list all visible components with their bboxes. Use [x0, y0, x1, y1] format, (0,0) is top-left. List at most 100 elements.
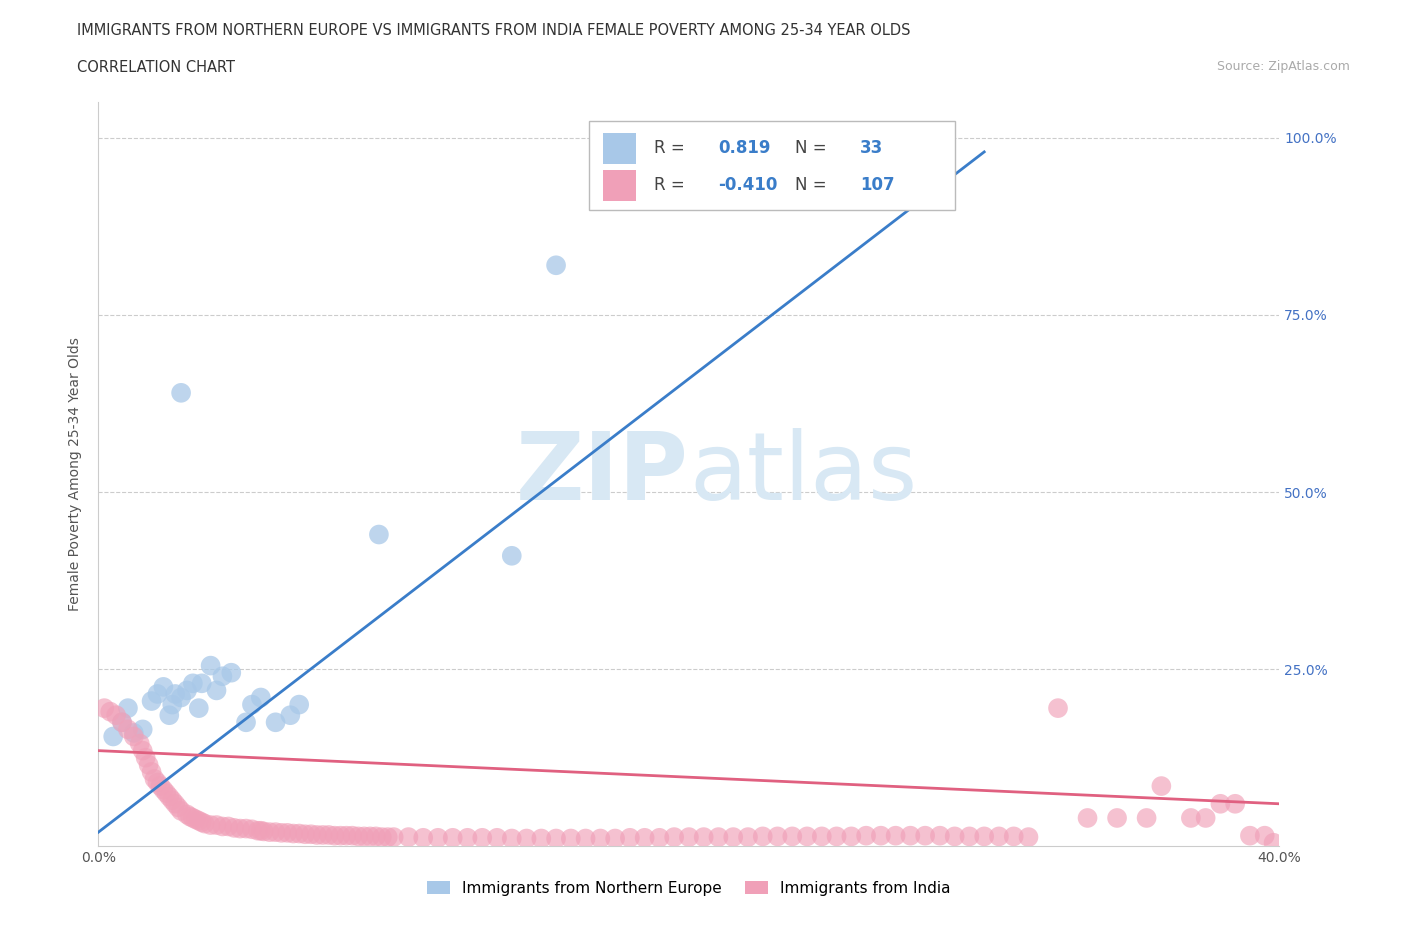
Point: [294, 827, 316, 842]
Point: [211, 669, 233, 684]
Point: [1239, 829, 1261, 844]
Point: [751, 152, 773, 166]
Point: [165, 796, 187, 811]
Point: [820, 152, 842, 166]
Point: [884, 829, 907, 844]
Point: [353, 829, 375, 844]
Point: [766, 829, 789, 844]
Point: [664, 830, 686, 844]
Text: 0.819: 0.819: [718, 139, 770, 156]
Point: [187, 814, 209, 829]
Point: [235, 715, 257, 730]
Point: [810, 829, 832, 844]
Legend: Immigrants from Northern Europe, Immigrants from India: Immigrants from Northern Europe, Immigra…: [422, 874, 956, 902]
Point: [377, 830, 399, 844]
Point: [128, 737, 150, 751]
Point: [841, 829, 863, 844]
Point: [342, 829, 364, 844]
Point: [312, 828, 335, 843]
Point: [138, 757, 160, 772]
Point: [179, 809, 201, 824]
Point: [98, 704, 121, 719]
Point: [157, 708, 180, 723]
Point: [132, 722, 155, 737]
Point: [1002, 829, 1025, 844]
Point: [187, 700, 209, 715]
Point: [246, 823, 269, 838]
Point: [264, 825, 287, 840]
Point: [456, 830, 478, 845]
Point: [707, 830, 730, 844]
Point: [1135, 811, 1157, 826]
Text: 33: 33: [860, 139, 883, 156]
Point: [217, 819, 239, 834]
Text: CORRELATION CHART: CORRELATION CHART: [77, 60, 235, 75]
Point: [200, 817, 222, 832]
Point: [250, 690, 273, 705]
Point: [546, 831, 568, 846]
Point: [412, 830, 434, 845]
Point: [335, 829, 357, 844]
Point: [515, 831, 537, 846]
Point: [253, 824, 276, 839]
Text: -0.410: -0.410: [718, 176, 778, 193]
Point: [170, 385, 193, 400]
Point: [205, 683, 228, 698]
Point: [427, 830, 450, 845]
Point: [305, 828, 328, 843]
Point: [560, 831, 582, 846]
Point: [176, 807, 198, 822]
Point: [219, 665, 242, 680]
Point: [194, 817, 217, 831]
Point: [914, 829, 936, 844]
Point: [105, 708, 128, 723]
Point: [155, 786, 177, 801]
Point: [501, 549, 523, 564]
Point: [229, 821, 252, 836]
Point: [1046, 700, 1069, 715]
Point: [141, 764, 163, 779]
Point: [235, 821, 257, 836]
Point: [1254, 829, 1277, 844]
Point: [943, 829, 966, 844]
Point: [737, 830, 759, 844]
Point: [165, 686, 187, 701]
Point: [869, 829, 891, 844]
Point: [987, 829, 1010, 844]
Text: IMMIGRANTS FROM NORTHERN EUROPE VS IMMIGRANTS FROM INDIA FEMALE POVERTY AMONG 25: IMMIGRANTS FROM NORTHERN EUROPE VS IMMIG…: [77, 23, 911, 38]
Point: [368, 527, 391, 542]
Text: N =: N =: [796, 139, 827, 156]
Point: [157, 790, 180, 804]
Y-axis label: Female Poverty Among 25-34 Year Olds: Female Poverty Among 25-34 Year Olds: [69, 338, 83, 611]
Point: [648, 830, 671, 845]
Point: [589, 831, 612, 846]
Point: [191, 676, 214, 691]
Point: [299, 827, 322, 842]
Point: [283, 826, 305, 841]
Point: [167, 800, 190, 815]
Point: [441, 830, 464, 845]
Text: R =: R =: [654, 139, 685, 156]
Point: [396, 830, 419, 844]
Point: [1105, 811, 1128, 826]
Point: [900, 829, 922, 844]
Point: [191, 815, 214, 830]
Point: [1150, 778, 1173, 793]
Point: [928, 829, 950, 844]
Text: 107: 107: [860, 176, 894, 193]
Point: [318, 828, 340, 843]
Point: [633, 830, 655, 845]
Point: [678, 830, 700, 844]
Point: [200, 658, 222, 673]
Point: [211, 819, 233, 834]
Point: [276, 826, 298, 841]
Point: [1180, 811, 1202, 826]
Point: [132, 743, 155, 758]
Text: Source: ZipAtlas.com: Source: ZipAtlas.com: [1216, 60, 1350, 73]
Point: [359, 829, 381, 844]
Text: atlas: atlas: [689, 429, 917, 520]
Point: [546, 258, 568, 272]
Point: [1077, 811, 1099, 826]
Point: [751, 829, 773, 844]
Point: [240, 822, 263, 837]
